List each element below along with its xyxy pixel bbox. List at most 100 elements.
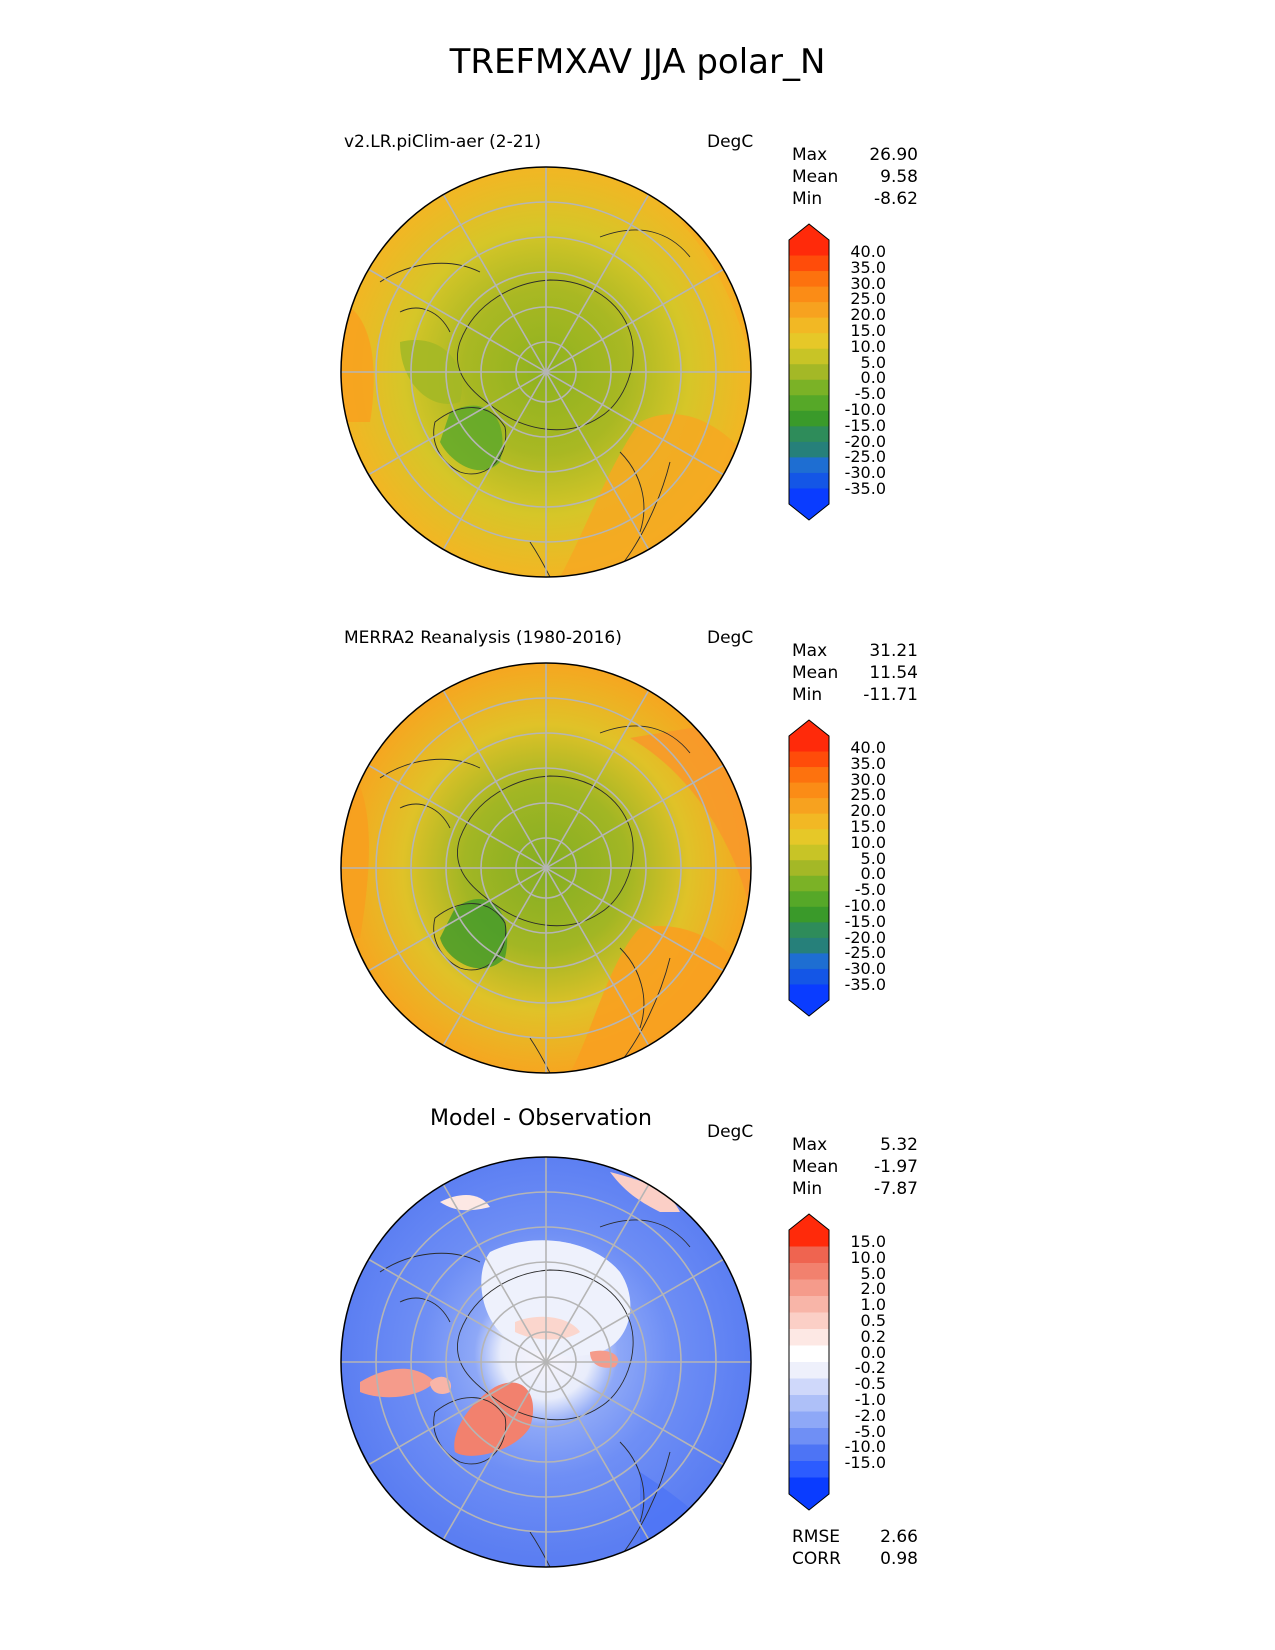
- colorbar-tick-label: -30.0: [844, 959, 886, 979]
- colorbar-tick-label: 10.0: [850, 1247, 886, 1267]
- polar-map-reference: [340, 662, 752, 1074]
- colorbar-tick-label: 25.0: [850, 289, 886, 309]
- colorbar-extend-top: [789, 224, 829, 240]
- stats-box: Max 31.21 Mean 11.54 Min -11.71: [792, 640, 918, 706]
- colorbar-tick-label: 15.0: [850, 816, 886, 836]
- colorbar-segment: [789, 813, 829, 830]
- colorbar-segment: [789, 736, 829, 753]
- colorbar-tick-label: 0.0: [860, 864, 886, 884]
- colorbar-tick-label: -2.0: [854, 1405, 886, 1425]
- colorbar-tick-label: -30.0: [844, 463, 886, 483]
- colorbar-segment: [789, 441, 829, 458]
- min-value: -11.71: [863, 685, 918, 705]
- colorbar-segment: [789, 1378, 829, 1396]
- colorbar-outline: [788, 1213, 830, 1511]
- mean-value: -1.97: [874, 1157, 918, 1177]
- colorbar-segment: [789, 1411, 829, 1429]
- rmse-label: RMSE: [792, 1527, 841, 1547]
- colorbar-tick-label: 5.0: [860, 1263, 886, 1283]
- colorbar-reference: [788, 719, 830, 1017]
- max-label: Max: [792, 1135, 828, 1155]
- colorbar-tick-label: 35.0: [850, 753, 886, 773]
- colorbar-tick-label: 30.0: [850, 769, 886, 789]
- mean-value: 11.54: [869, 663, 918, 683]
- colorbar-segment: [789, 472, 829, 489]
- colorbar-tick-label: -15.0: [844, 911, 886, 931]
- colorbar-tick-label: -25.0: [844, 447, 886, 467]
- colorbar-segment: [789, 1362, 829, 1379]
- colorbar-difference: [788, 1213, 830, 1511]
- colorbar-tick-label: 2.0: [860, 1279, 886, 1299]
- panel-subtitle: Model - Observation: [430, 1106, 652, 1131]
- colorbar-ticks-test: 40.0 35.0 30.0 25.0 20.0 15.0 10.0 5.0 0.0 -5.0 -1…: [838, 244, 886, 497]
- max-value: 31.21: [869, 641, 918, 661]
- polar-map-difference: [340, 1156, 752, 1568]
- colorbar-segment: [789, 891, 829, 908]
- colorbar-tick-label: -15.0: [844, 1453, 886, 1473]
- polar-map-test: [340, 166, 752, 578]
- colorbar-tick-label: -5.0: [854, 1421, 886, 1441]
- colorbar-segment: [789, 271, 829, 288]
- colorbar-segment: [789, 488, 829, 505]
- max-label: Max: [792, 145, 828, 165]
- colorbar-segment: [789, 1444, 829, 1462]
- colorbar-segment: [789, 240, 829, 257]
- colorbar-segment: [789, 782, 829, 799]
- colorbar-extend-bottom: [789, 504, 829, 520]
- panel-subtitle: v2.LR.piClim-aer (2-21): [344, 132, 542, 152]
- colorbar-segment: [789, 829, 829, 846]
- colorbar-segment: [789, 379, 829, 396]
- colorbar-segment: [789, 410, 829, 427]
- max-value: 26.90: [869, 145, 918, 165]
- colorbar-tick-label: -10.0: [844, 1437, 886, 1457]
- colorbar-segment: [789, 317, 829, 334]
- colorbar-segment: [789, 1329, 829, 1346]
- rmse-value: 2.66: [880, 1527, 918, 1547]
- colorbar-segment: [789, 1279, 829, 1297]
- colorbar-segment: [789, 1395, 829, 1412]
- colorbar-tick-label: -10.0: [844, 399, 886, 419]
- colorbar-tick-label: -35.0: [844, 478, 886, 498]
- colorbar-segment: [789, 255, 829, 272]
- colorbar-segment: [789, 968, 829, 985]
- colorbar-tick-label: 10.0: [850, 832, 886, 852]
- colorbar-segment: [789, 953, 829, 970]
- colorbar-segment: [789, 798, 829, 815]
- stats-box: Max 26.90 Mean 9.58 Min -8.62: [792, 144, 918, 210]
- colorbar-segment: [789, 1230, 829, 1247]
- colorbar-segment: [789, 457, 829, 474]
- mean-label: Mean: [792, 663, 839, 683]
- colorbar-segment: [789, 1246, 829, 1264]
- colorbar-ticks-difference: 15.0 10.0 5.0 2.0 1.0 0.5 0.2 0.0 -0.2 -0.5 -1.0 -2…: [838, 1234, 886, 1471]
- colorbar-test: [788, 223, 830, 521]
- corr-value: 0.98: [880, 1549, 918, 1569]
- colorbar-tick-label: -0.2: [854, 1358, 886, 1378]
- colorbar-segment: [789, 1312, 829, 1330]
- colorbar-tick-label: 20.0: [850, 801, 886, 821]
- colorbar-tick-label: -10.0: [844, 895, 886, 915]
- colorbar-outline: [788, 719, 830, 1017]
- colorbar-tick-label: -20.0: [844, 927, 886, 947]
- colorbar-segment: [789, 1296, 829, 1313]
- colorbar-segment: [789, 1345, 829, 1363]
- colorbar-segment: [789, 1428, 829, 1445]
- colorbar-extend-bottom: [789, 1494, 829, 1510]
- colorbar-segment: [789, 860, 829, 877]
- panel-subtitle: MERRA2 Reanalysis (1980-2016): [344, 628, 622, 648]
- colorbar-tick-label: -35.0: [844, 974, 886, 994]
- colorbar-tick-label: 0.5: [860, 1310, 886, 1330]
- units-label: DegC: [707, 628, 754, 648]
- min-label: Min: [792, 189, 823, 209]
- colorbar-segment: [789, 395, 829, 412]
- colorbar-tick-label: 40.0: [850, 242, 886, 261]
- colorbar-segment: [789, 333, 829, 350]
- min-label: Min: [792, 1179, 823, 1199]
- colorbar-segment: [789, 875, 829, 892]
- colorbar-tick-label: 15.0: [850, 1232, 886, 1251]
- figure-title: TREFMXAV JJA polar_N: [449, 42, 826, 82]
- min-label: Min: [792, 685, 823, 705]
- panel-test: v2.LR.piClim-aer (2-21) DegC Max 26.90 Me…: [0, 132, 1275, 612]
- colorbar-ticks-reference: 40.0 35.0 30.0 25.0 20.0 15.0 10.0 5.0 0.0 -5.0 -1…: [838, 740, 886, 993]
- colorbar-tick-label: 20.0: [850, 305, 886, 325]
- colorbar-tick-label: 0.0: [860, 1342, 886, 1362]
